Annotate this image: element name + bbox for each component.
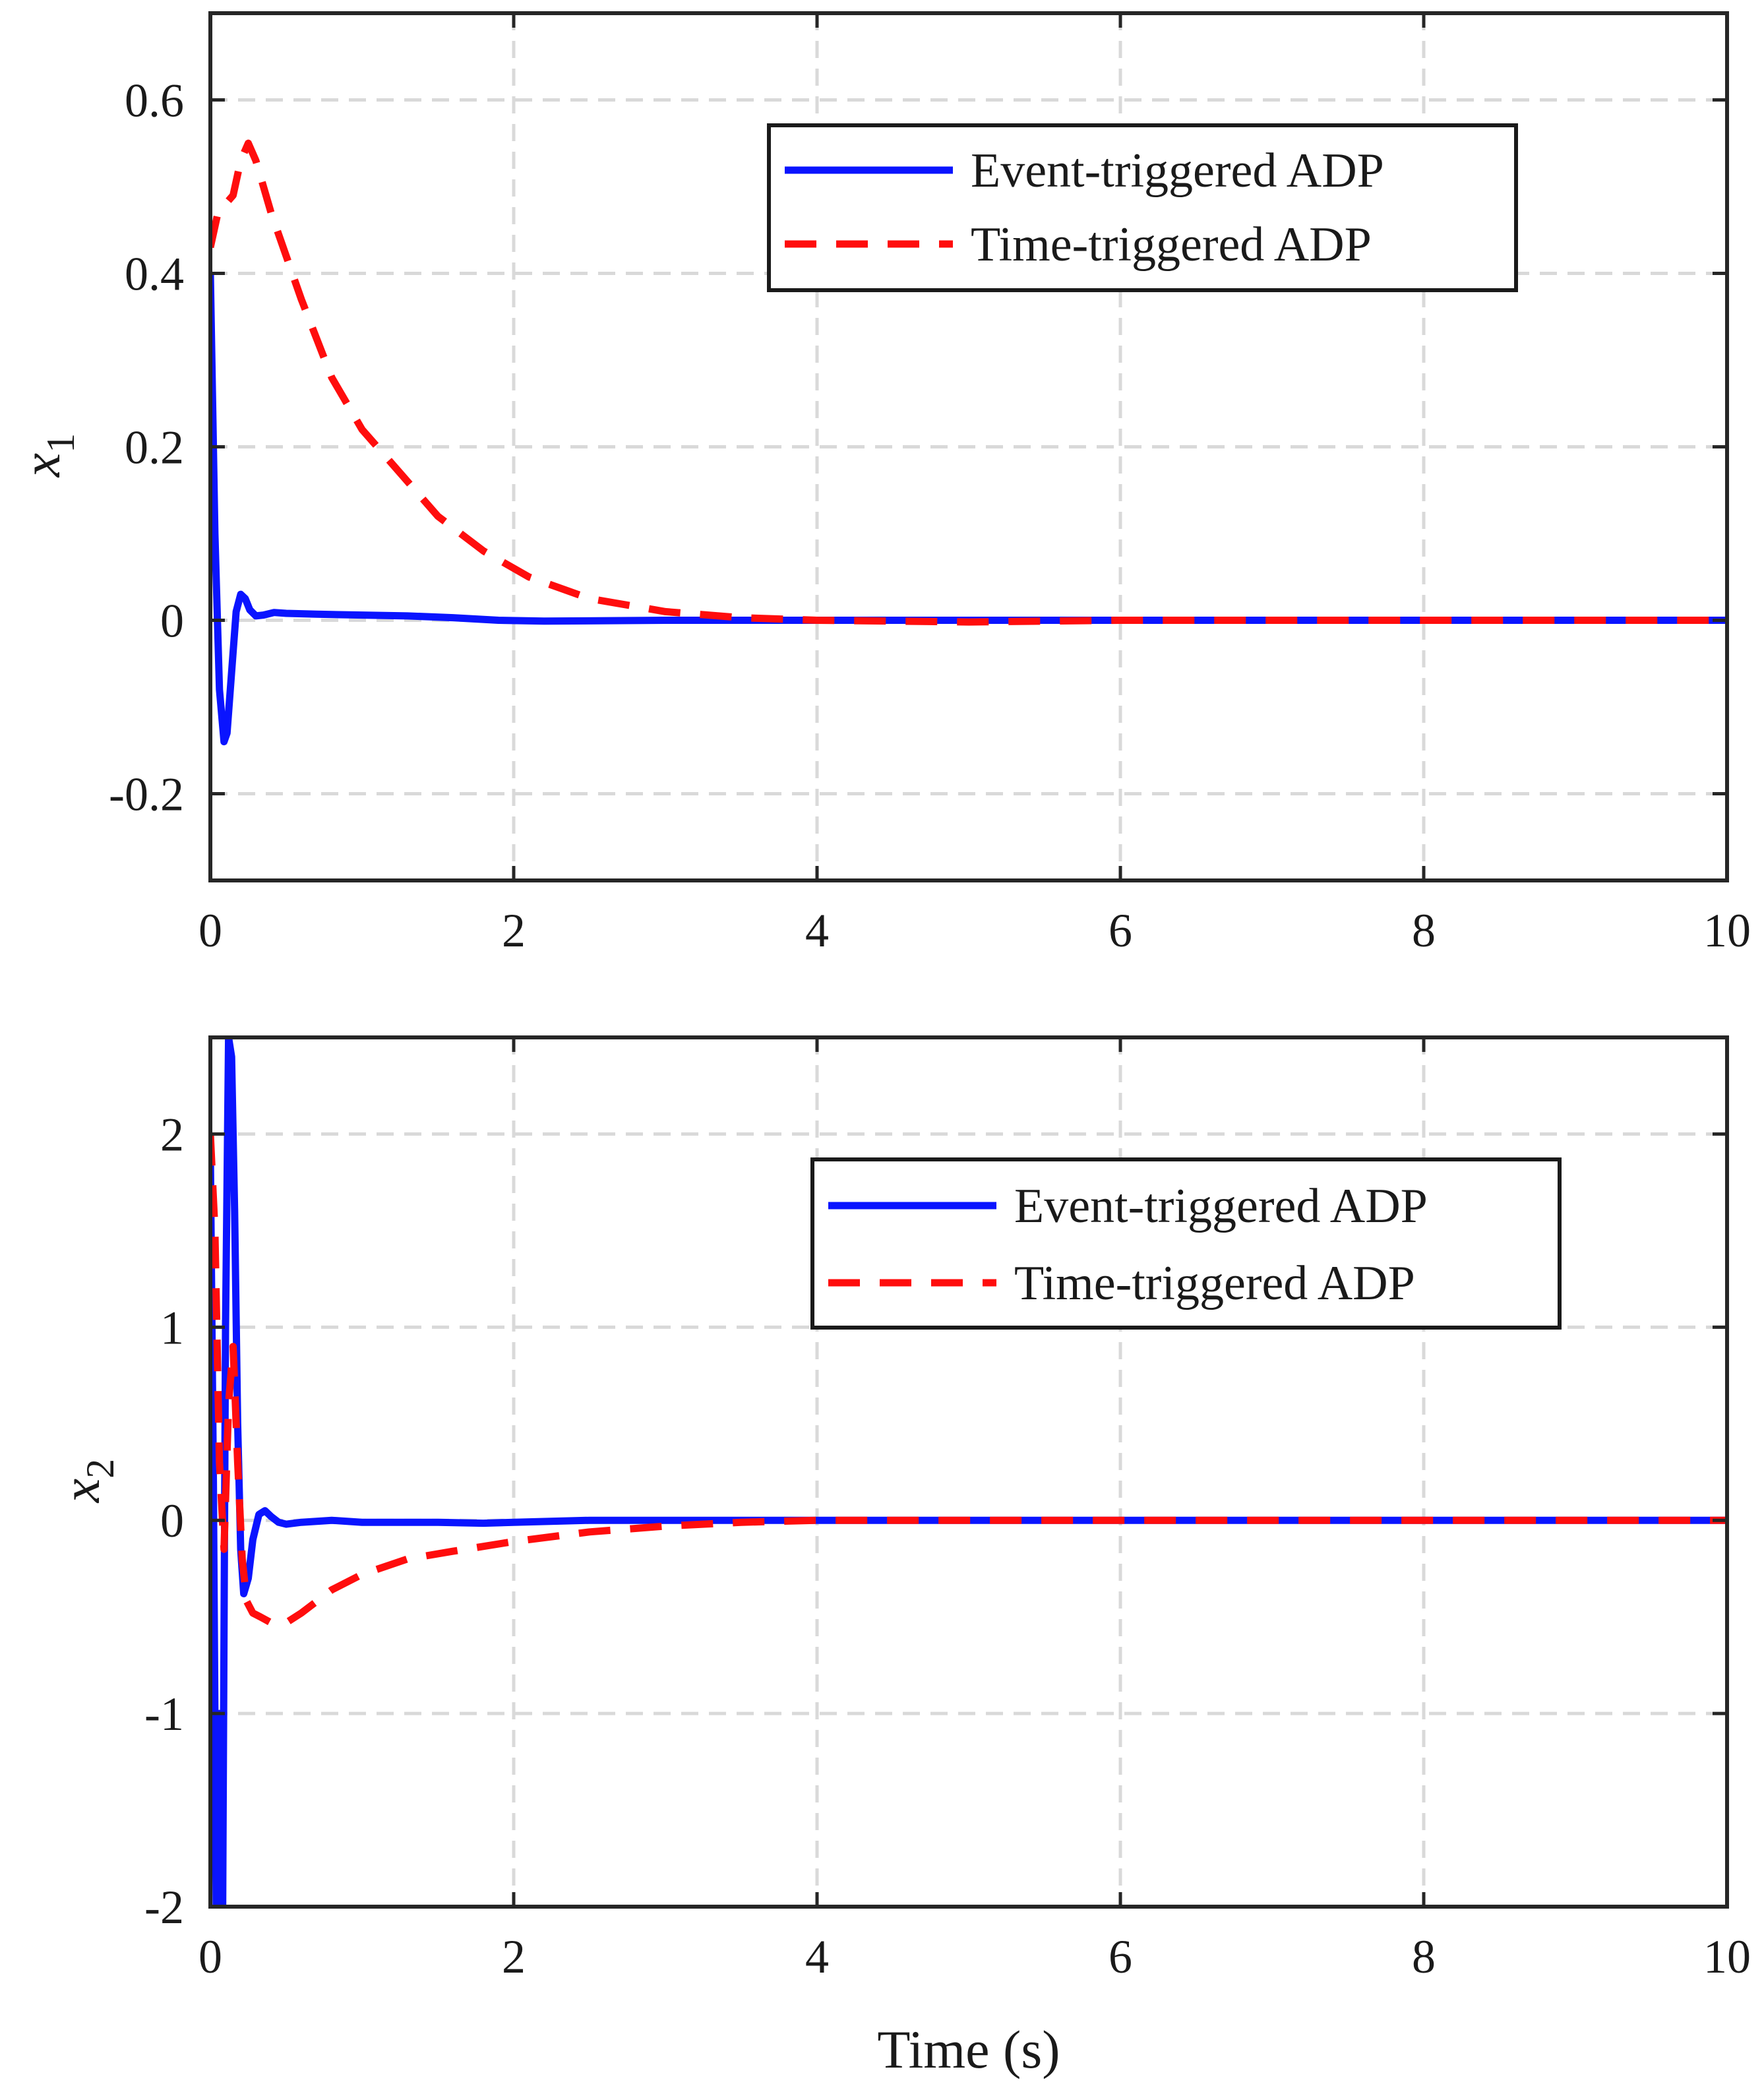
x2-ticks: 0 2 4 6 8 10 -2 -1 0 1 2 [144, 1037, 1751, 1983]
x2-xtick-label: 4 [805, 1930, 829, 1983]
x2-xtick-label: 2 [502, 1930, 526, 1983]
x1-event-triggered-line [210, 273, 1727, 746]
x2-xtick-label: 10 [1703, 1930, 1751, 1983]
x2-plot-panel: 0 2 4 6 8 10 -2 -1 0 1 2 x2 Event-triggered ADP Ti… [51, 1035, 1751, 2079]
x1-legend-label-time: Time-triggered ADP [971, 218, 1372, 272]
x-axis-label: Time (s) [877, 2019, 1060, 2079]
x2-xtick-label: 0 [198, 1930, 222, 1983]
x1-legend: Event-triggered ADP Time-triggered ADP [767, 123, 1518, 292]
x1-ticks: 0 2 4 6 8 10 -0.2 0 0.2 0.4 0.6 [109, 13, 1751, 957]
x2-xtick-label: 8 [1412, 1930, 1436, 1983]
x2-legend-label-event: Event-triggered ADP [1014, 1179, 1428, 1233]
x2-ytick-label: 0 [160, 1494, 184, 1547]
x1-series-layer [210, 139, 1727, 746]
x1-xtick-label: 6 [1109, 904, 1132, 957]
x1-xtick-label: 10 [1703, 904, 1751, 957]
x2-xtick-label: 6 [1109, 1930, 1132, 1983]
x2-ytick-label: 1 [160, 1301, 184, 1354]
x2-ytick-label: -1 [144, 1688, 184, 1740]
x1-axis-label: x1 [11, 433, 82, 477]
x1-xtick-label: 4 [805, 904, 829, 957]
x1-ytick-label: 0.4 [125, 248, 184, 301]
x1-legend-box [767, 123, 1518, 292]
x2-ytick-label: 2 [160, 1108, 184, 1161]
x2-series-layer [210, 1037, 1727, 1907]
x1-ytick-label: 0.6 [125, 75, 184, 127]
x2-axes-frame [208, 1035, 1729, 1909]
x2-axis-label: x2 [51, 1459, 122, 1503]
x2-ytick-label: -2 [144, 1881, 184, 1934]
x1-plot-panel: 0 2 4 6 8 10 -0.2 0 0.2 0.4 0.6 x1 Event-triggered… [11, 11, 1751, 957]
x2-legend: Event-triggered ADP Time-triggered ADP [810, 1157, 1562, 1330]
x1-ytick-label: 0 [160, 595, 184, 648]
x1-ytick-label: -0.2 [109, 768, 184, 821]
x2-legend-box [810, 1157, 1562, 1330]
x1-ytick-label: 0.2 [125, 421, 184, 474]
x2-event-triggered-line [210, 1037, 1727, 1907]
x2-legend-label-time: Time-triggered ADP [1014, 1256, 1415, 1310]
x1-xtick-label: 2 [502, 904, 526, 957]
x1-xtick-label: 8 [1412, 904, 1436, 957]
x1-legend-label-event: Event-triggered ADP [971, 144, 1384, 198]
x1-xtick-label: 0 [198, 904, 222, 957]
x2-time-triggered-line [210, 1134, 1727, 1626]
